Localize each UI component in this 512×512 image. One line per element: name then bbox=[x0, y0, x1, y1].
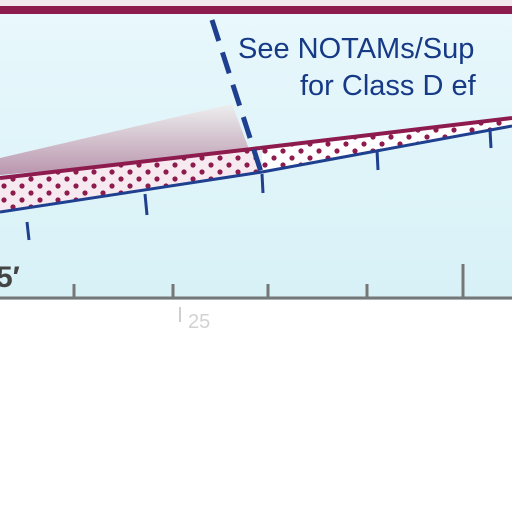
top-border-band bbox=[0, 0, 512, 6]
boundary-ticks bbox=[25, 129, 493, 241]
altitude-label: 5′ bbox=[0, 261, 20, 294]
notam-note-line2: for Class D ef bbox=[300, 70, 477, 102]
dashed-vertical-boundary bbox=[209, 19, 265, 176]
class-d-dotted-band-right-dots bbox=[262, 118, 512, 172]
maroon-boundary-upper-right bbox=[259, 116, 512, 150]
scale-ticks bbox=[72, 264, 465, 298]
navy-boundary-lower bbox=[0, 170, 263, 214]
class-d-dotted-band-left-dots bbox=[0, 148, 260, 212]
navy-boundary-lower-right bbox=[261, 124, 512, 174]
scale-label: 25 bbox=[188, 311, 210, 333]
notam-note-line1: See NOTAMs/Sup bbox=[238, 33, 474, 65]
maroon-boundary-upper bbox=[0, 146, 261, 180]
top-border-line bbox=[0, 6, 512, 14]
